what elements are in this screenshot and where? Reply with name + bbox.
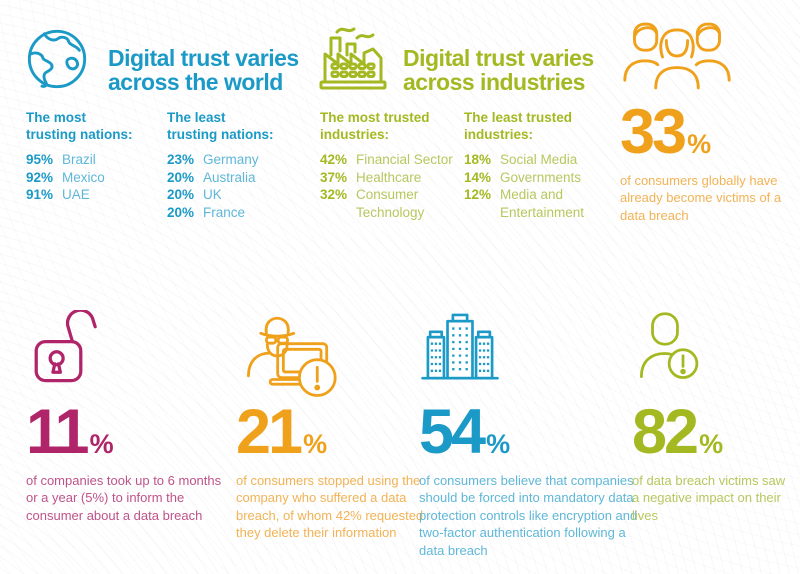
item-name: Social Media: [500, 152, 578, 167]
list-item: 14% Governments: [464, 169, 609, 187]
stat-inform: 11% of companies took up to 6 months or …: [26, 310, 234, 524]
most-trusting-nations: The most trusting nations: 95% Brazil 92…: [26, 109, 164, 204]
stat-unit: %: [89, 429, 114, 459]
list-item: 18% Social Media: [464, 151, 609, 169]
item-pct: 20%: [167, 187, 195, 202]
item-pct: 37%: [320, 169, 348, 185]
world-heading: Digital trust varies across the world: [108, 46, 323, 94]
stat-unit: %: [687, 129, 712, 159]
stat-value: 54: [419, 397, 486, 467]
stat-inform-number: 11%: [26, 401, 234, 464]
list-item: 20% France: [167, 204, 299, 222]
stat-stopped: 21% of consumers stopped using the compa…: [236, 306, 436, 542]
stat-value: 11: [26, 397, 90, 467]
stat-stopped-number: 21%: [236, 401, 436, 464]
list-item: 91% UAE: [26, 186, 164, 204]
item-pct: 91%: [26, 187, 54, 202]
item-name: UK: [203, 187, 222, 202]
stat-controls-text: of consumers believe that companies shou…: [419, 472, 638, 558]
most-trusted-label: The most trusted industries:: [320, 110, 430, 142]
item-pct: 95%: [26, 152, 54, 167]
list-item: 12% Media and Entertainment: [464, 186, 609, 221]
world-heading-line1: Digital trust varies: [108, 45, 299, 71]
industries-heading-line2: across industries: [403, 69, 585, 95]
least-trusted-label: The least trusted industries:: [464, 110, 573, 142]
item-name: Australia: [203, 169, 256, 185]
stat-victims-number: 33%: [620, 101, 796, 164]
item-pct: 32%: [320, 187, 348, 202]
people-group-icon: [620, 16, 796, 100]
least-trusting-label: The least trusting nations:: [167, 110, 274, 142]
stat-controls-number: 54%: [419, 401, 654, 464]
stat-value: 33: [620, 97, 687, 167]
item-pct: 23%: [167, 152, 195, 167]
item-pct: 18%: [464, 152, 492, 167]
buildings-icon: [419, 310, 654, 400]
stat-unit: %: [486, 429, 511, 459]
stat-unit: %: [699, 429, 724, 459]
stat-value: 21: [236, 397, 303, 467]
item-name: Media and Entertainment: [500, 187, 585, 220]
stat-unit: %: [303, 429, 328, 459]
globe-icon: [24, 26, 90, 92]
item-pct: 92%: [26, 169, 54, 185]
list-item: 20% Australia: [167, 169, 299, 187]
industries-heading: Digital trust varies across industries: [403, 46, 618, 94]
item-pct: 20%: [167, 204, 195, 220]
item-name: UAE: [62, 187, 90, 202]
item-pct: 42%: [320, 152, 348, 167]
most-trusted-industries: The most trusted industries: 42% Financi…: [320, 109, 462, 221]
item-pct: 14%: [464, 169, 492, 185]
world-heading-line2: across the world: [108, 69, 283, 95]
list-item: 23% Germany: [167, 151, 299, 169]
stat-impact: 82% of data breach victims saw a negativ…: [632, 310, 797, 524]
list-item: 42% Financial Sector: [320, 151, 462, 169]
item-name: Healthcare: [356, 169, 422, 185]
item-pct: 12%: [464, 187, 492, 202]
list-item: 92% Mexico: [26, 169, 164, 187]
stat-impact-number: 82%: [632, 401, 797, 464]
industries-heading-line1: Digital trust varies: [403, 45, 594, 71]
list-item: 20% UK: [167, 186, 299, 204]
least-trusting-nations: The least trusting nations: 23% Germany …: [167, 109, 299, 221]
list-item: 32% Consumer Technology: [320, 186, 462, 221]
stat-impact-text: of data breach victims saw a negative im…: [632, 472, 786, 523]
item-name: Germany: [203, 152, 259, 167]
hacker-laptop-icon: [236, 306, 436, 400]
stat-value: 82: [632, 397, 699, 467]
stat-inform-text: of companies took up to 6 months or a ye…: [26, 472, 222, 523]
item-pct: 20%: [167, 169, 195, 185]
most-trusting-label: The most trusting nations:: [26, 110, 133, 142]
stat-controls: 54% of consumers believe that companies …: [419, 310, 654, 559]
item-name: Financial Sector: [356, 152, 453, 167]
list-item: 95% Brazil: [26, 151, 164, 169]
factory-icon: [316, 21, 390, 95]
item-name: Governments: [500, 169, 582, 185]
stat-victims-text: of consumers globally have already becom…: [620, 172, 782, 223]
person-alert-icon: [632, 310, 797, 400]
item-name: Consumer Technology: [356, 187, 425, 220]
open-padlock-icon: [26, 310, 234, 400]
list-item: 37% Healthcare: [320, 169, 462, 187]
stat-victims: 33% of consumers globally have already b…: [620, 16, 796, 224]
item-name: France: [203, 204, 246, 220]
item-name: Brazil: [62, 152, 96, 167]
least-trusted-industries: The least trusted industries: 18% Social…: [464, 109, 609, 221]
item-name: Mexico: [62, 169, 105, 185]
stat-stopped-text: of consumers stopped using the company w…: [236, 472, 424, 541]
